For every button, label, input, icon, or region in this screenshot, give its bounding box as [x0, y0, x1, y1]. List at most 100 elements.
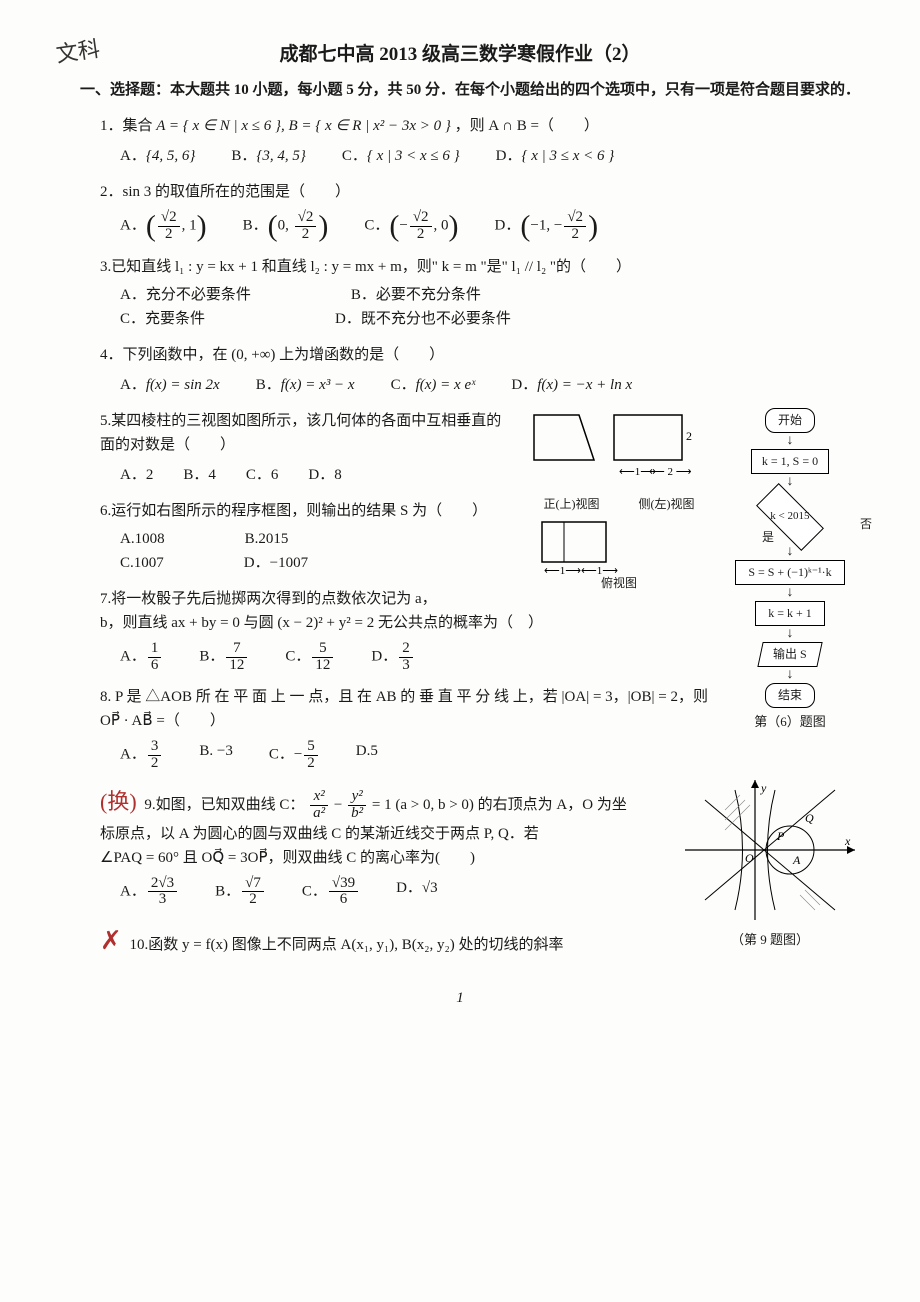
q1-a-val: {4, 5, 6}: [146, 148, 196, 164]
q6a: 1008: [135, 531, 165, 547]
q7-opt-c: C．512: [285, 641, 335, 674]
q4d: f(x) = −x + ln x: [537, 377, 632, 393]
q7-options: A．16 B．712 C．512 D．23: [120, 641, 714, 674]
q7-t2: b，则直线 ax + by = 0 与圆 (x − 2)² + y² = 2 无…: [100, 615, 543, 631]
question-7: 7.将一枚骰子先后抛掷两次得到的点数依次记为 a， b，则直线 ax + by …: [100, 587, 860, 635]
q1-options: A．{4, 5, 6} B．{3, 4, 5} C．{ x | 3 < x ≤ …: [120, 144, 860, 168]
q2a-d: 2: [158, 227, 180, 243]
fc-arrow: ↓: [720, 547, 860, 557]
q9rd: b²: [348, 806, 366, 822]
q6-opt-d: D．−1007: [244, 551, 308, 575]
q4a: f(x) = sin 2x: [146, 377, 220, 393]
section-heading: 一、选择题：本大题共 10 小题，每小题 5 分，共 50 分．在每个小题给出的…: [100, 78, 860, 102]
q2b-lo: 0: [278, 218, 286, 234]
fc-arrow: ↓: [720, 477, 860, 487]
q1-opt-b: B．{3, 4, 5}: [231, 144, 306, 168]
q2c-d: 2: [410, 227, 432, 243]
q9rn: y²: [348, 789, 366, 806]
view-plan: ⟵1⟶⟵1⟶: [524, 514, 624, 574]
question-6: 6.运行如右图所示的程序框图，则输出的结果 S 为（ ）: [100, 499, 860, 523]
q1-pre: 1．集合: [100, 118, 156, 134]
q7dd: 3: [399, 658, 413, 674]
q9t1: 9.如图，已知双曲线 C：: [144, 797, 304, 813]
q3a: 充分不必要条件: [146, 287, 251, 303]
q8-opt-c: C．−52: [269, 739, 320, 772]
q9-opt-d: D．√3: [396, 876, 438, 909]
red-mark-icon: (换): [100, 789, 137, 814]
q9bn: √7: [242, 876, 264, 893]
q2a-n: √2: [161, 209, 177, 225]
q8d: 5: [370, 743, 378, 759]
q7dn: 2: [399, 641, 413, 658]
q6-opt-b: B.2015: [245, 527, 289, 551]
page-title: 成都七中高 2013 级高三数学寒假作业（2）: [60, 40, 860, 70]
q1-b-val: {3, 4, 5}: [256, 148, 306, 164]
q2a-hi: 1: [189, 218, 197, 234]
q5d: 8: [334, 467, 342, 483]
q9d: √3: [422, 880, 438, 896]
q3c: 充要条件: [145, 311, 205, 327]
q2-opt-b: B．(0, √22): [243, 210, 329, 243]
q8-options: A．32 B. −3 C．−52 D.5: [120, 739, 714, 772]
q3-opt-d: D．既不充分也不必要条件: [335, 307, 511, 331]
q2d-lo: −1: [530, 218, 546, 234]
q5-opt-c: C．6: [246, 463, 279, 487]
q4-opt-b: B．f(x) = x³ − x: [256, 373, 355, 397]
q3-opt-c: C．充要条件: [120, 307, 205, 331]
q8-opt-d: D.5: [356, 739, 378, 772]
svg-text:⟵1⟶⟵1⟶: ⟵1⟶⟵1⟶: [544, 565, 618, 574]
q1-d-val: { x | 3 ≤ x < 6 }: [522, 148, 615, 164]
q5-opt-a: A．2: [120, 463, 153, 487]
q2c-n: √2: [410, 210, 432, 227]
q5-options: A．2 B．4 C．6 D．8: [120, 463, 516, 487]
q7-opt-b: B．712: [199, 641, 249, 674]
fc-out-t: 输出 S: [773, 645, 807, 664]
fc-yes: 是: [762, 528, 774, 547]
q4b: f(x) = x³ − x: [281, 377, 355, 393]
q2b-n: √2: [295, 210, 317, 227]
q4-opt-d: D．f(x) = −x + ln x: [511, 373, 632, 397]
q10t: 10.函数 y = f(x) 图像上不同两点 A(x₁, y₁), B(x₂, …: [130, 937, 564, 953]
q7cd: 12: [312, 658, 333, 674]
q7-opt-d: D．23: [371, 641, 414, 674]
question-1: 1．集合 A = { x ∈ N | x ≤ 6 }, B = { x ∈ R …: [100, 114, 860, 138]
question-2: 2．sin 3 的取值所在的范围是（ ）: [100, 180, 860, 204]
q9-opt-b: B．√72: [215, 876, 266, 909]
q2c-hi: 0: [441, 218, 449, 234]
q9-opt-a: A．2√33: [120, 876, 179, 909]
q9ld: a²: [310, 806, 328, 822]
q6-opt-c: C.1007: [120, 551, 164, 575]
q9ad: 3: [148, 892, 177, 908]
q8ad: 2: [148, 756, 162, 772]
q9ln: x²: [310, 789, 328, 806]
q2d-n: √2: [564, 210, 586, 227]
q3-opt-a: A．充分不必要条件: [120, 283, 251, 307]
fc-out: 输出 S: [757, 642, 822, 667]
q5a: 2: [146, 467, 154, 483]
fc-arrow: ↓: [720, 670, 860, 680]
page-number: 1: [60, 986, 860, 1010]
q2b-d: 2: [295, 227, 317, 243]
q7-opt-a: A．16: [120, 641, 163, 674]
q6-opt-a: A.1008: [120, 527, 165, 551]
q8-opt-b: B. −3: [199, 739, 232, 772]
q1-opt-c: C．{ x | 3 < x ≤ 6 }: [342, 144, 460, 168]
q2-opt-a: A．(√22, 1): [120, 210, 207, 243]
question-4: 4．下列函数中，在 (0, +∞) 上为增函数的是（ ）: [100, 343, 860, 367]
q3b: 必要不充分条件: [376, 287, 481, 303]
q4-opt-c: C．f(x) = x eˣ: [391, 373, 476, 397]
q1-text: 1．集合 A = { x ∈ N | x ≤ 6 }, B = { x ∈ R …: [100, 118, 599, 134]
q9-opt-c: C．√396: [302, 876, 360, 909]
q9cd: 6: [329, 892, 358, 908]
question-9: (换) 9.如图，已知双曲线 C： x²a² − y²b² = 1 (a > 0…: [100, 784, 860, 870]
q9t2: = 1 (a > 0, b > 0) 的右顶点为 A，O 为坐: [372, 797, 627, 813]
q5-opt-d: D．8: [308, 463, 341, 487]
q5-opt-b: B．4: [183, 463, 216, 487]
q3-options: A．充分不必要条件 B．必要不充分条件 C．充要条件 D．既不充分也不必要条件: [120, 283, 860, 331]
cross-mark-icon: ✗: [100, 926, 122, 955]
q2-opt-c: C．(−√22, 0): [364, 210, 458, 243]
fc-no: 否: [860, 515, 872, 534]
q9an: 2√3: [148, 876, 177, 893]
question-3: 3.已知直线 l₁ : y = kx + 1 和直线 l₂ : y = mx +…: [100, 255, 860, 279]
q3d: 既不充分也不必要条件: [361, 311, 511, 327]
